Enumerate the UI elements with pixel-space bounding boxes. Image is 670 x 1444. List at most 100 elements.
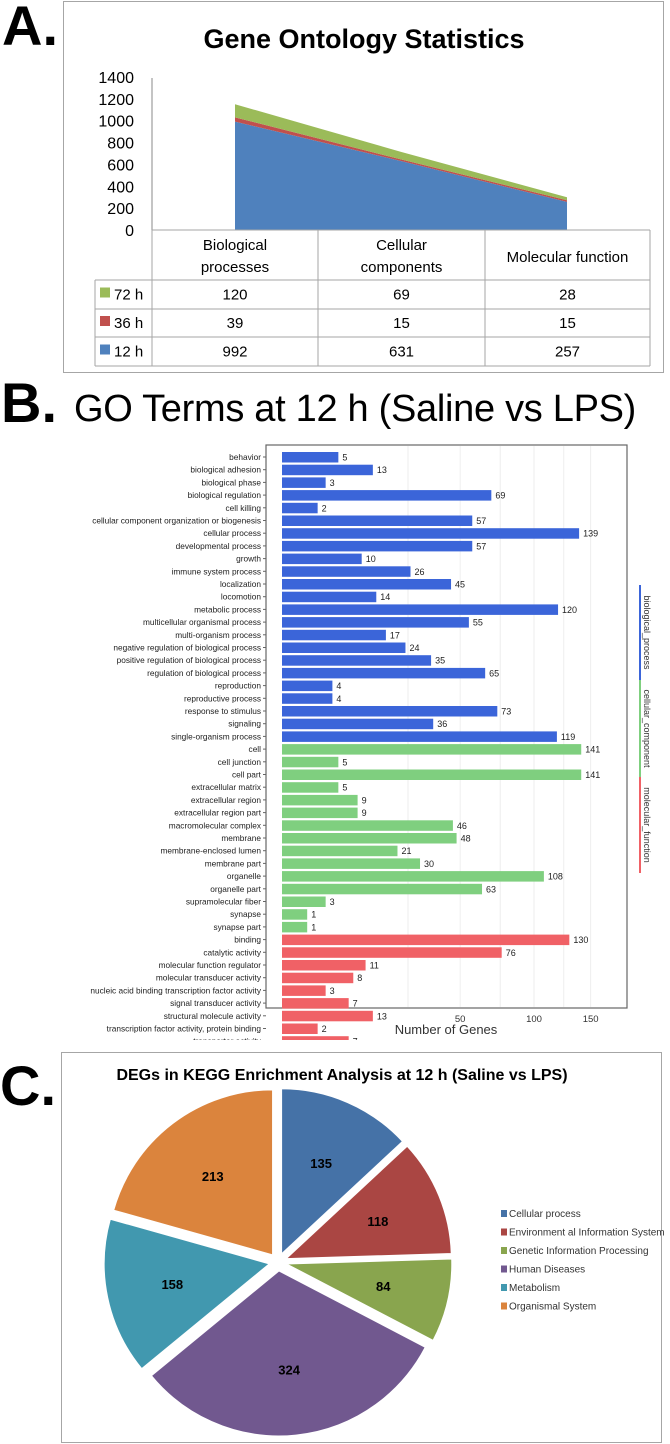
bar-value: 1	[311, 922, 316, 932]
chart-title: DEGs in KEGG Enrichment Analysis at 12 h…	[116, 1067, 567, 1084]
slice-value: 158	[161, 1277, 183, 1292]
bar-label: synapse	[230, 909, 261, 919]
bar	[282, 629, 386, 641]
legend-swatch	[501, 1302, 507, 1310]
bar	[282, 591, 377, 603]
bar-value: 5	[342, 757, 347, 767]
bar-value: 10	[366, 554, 376, 564]
legend-label: Organismal System	[509, 1302, 596, 1313]
legend-label: 72 h	[114, 287, 143, 304]
bar-value: 46	[457, 821, 467, 831]
slice-value: 213	[202, 1169, 224, 1184]
panel-a-frame	[63, 1, 664, 373]
bar-value: 57	[476, 516, 486, 526]
bar	[282, 883, 483, 895]
bar-value: 11	[370, 961, 379, 971]
bar-label: molecular transducer activity	[156, 973, 262, 983]
legend-label: 12 h	[114, 344, 143, 361]
bar	[282, 528, 580, 539]
bar-value: 73	[501, 707, 511, 717]
bar-value: 48	[461, 834, 471, 844]
bar-label: single-organism process	[171, 731, 261, 741]
y-tick-label: 600	[107, 157, 134, 174]
bar-value: 9	[362, 808, 367, 818]
bar	[282, 858, 421, 869]
group-label: cellular_component	[642, 689, 652, 768]
bar-label: immune system process	[172, 566, 261, 576]
bar	[282, 947, 502, 958]
bar	[282, 782, 339, 793]
bar-value: 5	[342, 783, 347, 793]
y-tick-label: 1200	[98, 92, 134, 109]
bar-label: extracellular region	[191, 795, 261, 805]
chart-title: Gene Ontology Statistics	[203, 24, 524, 54]
bar-label: extracellular matrix	[191, 782, 261, 792]
bar	[282, 452, 339, 463]
bar	[282, 566, 411, 577]
panel-c-frame	[61, 1052, 662, 1443]
bar-label: signaling	[228, 719, 261, 729]
bar-value: 63	[486, 884, 496, 894]
group-label: molecular_function	[642, 787, 652, 863]
bar-label: cellular process	[203, 528, 261, 538]
bar-label: transcription factor activity, protein b…	[107, 1024, 262, 1034]
table-cell: 39	[227, 315, 244, 332]
legend-label: Genetic Information Processing	[509, 1246, 649, 1257]
legend-swatch	[100, 344, 110, 355]
category-label: components	[361, 259, 443, 276]
legend-label: Metabolism	[509, 1283, 560, 1294]
bar-label: cell part	[232, 770, 262, 780]
bar-label: cell killing	[225, 503, 261, 513]
bar-value: 55	[473, 618, 483, 628]
bar-value: 13	[377, 465, 387, 475]
bar-value: 139	[583, 529, 598, 539]
bar	[282, 985, 326, 996]
table-cell: 69	[393, 287, 410, 304]
bar	[282, 604, 559, 615]
bar-value: 45	[455, 580, 465, 590]
legend-swatch	[501, 1210, 507, 1217]
x-tick-label: 150	[583, 1014, 599, 1025]
bar	[282, 845, 398, 857]
bar-label: locomotion	[221, 592, 262, 602]
category-label: Cellular	[376, 237, 427, 254]
bar	[282, 744, 582, 755]
legend-swatch	[501, 1265, 507, 1273]
y-tick-label: 800	[107, 136, 134, 153]
slice-value: 324	[278, 1362, 300, 1377]
y-tick-label: 1400	[98, 70, 134, 87]
bar	[282, 731, 557, 742]
bar-label: organelle	[227, 871, 262, 881]
bar-label: growth	[236, 554, 261, 564]
bar-label: binding	[234, 935, 261, 945]
bar	[282, 794, 358, 806]
bar-label: transporter activity	[193, 1036, 262, 1040]
pie-slice	[285, 1145, 452, 1260]
bar-label: extracellular region part	[174, 808, 261, 818]
bar-value: 65	[489, 668, 499, 678]
bar	[282, 769, 582, 780]
bar	[282, 693, 333, 704]
bar	[282, 667, 486, 679]
bar	[282, 515, 473, 526]
area-series-72h	[235, 104, 567, 201]
bar-label: synapse part	[213, 922, 261, 932]
bar-value: 141	[585, 745, 600, 755]
bar-label: membrane part	[205, 858, 262, 868]
bar-value: 35	[435, 656, 445, 666]
kegg-pie-chart: DEGs in KEGG Enrichment Analysis at 12 h…	[103, 1067, 665, 1437]
bar	[282, 833, 457, 844]
legend-label: Cellular process	[509, 1209, 581, 1220]
bar-value: 4	[336, 694, 341, 704]
legend-label: Human Diseases	[509, 1265, 585, 1276]
bar	[282, 1010, 373, 1022]
area-series-36h	[235, 117, 567, 202]
bar-label: regulation of biological process	[147, 668, 261, 678]
bar-label: organelle part	[210, 884, 261, 894]
table-cell: 28	[559, 287, 576, 304]
bar-label: cellular component organization or bioge…	[92, 516, 261, 526]
legend-label: Environment al Information System	[509, 1228, 665, 1239]
bar	[282, 502, 318, 514]
x-tick-label: 100	[526, 1014, 542, 1025]
bar-label: biological phase	[201, 477, 261, 487]
